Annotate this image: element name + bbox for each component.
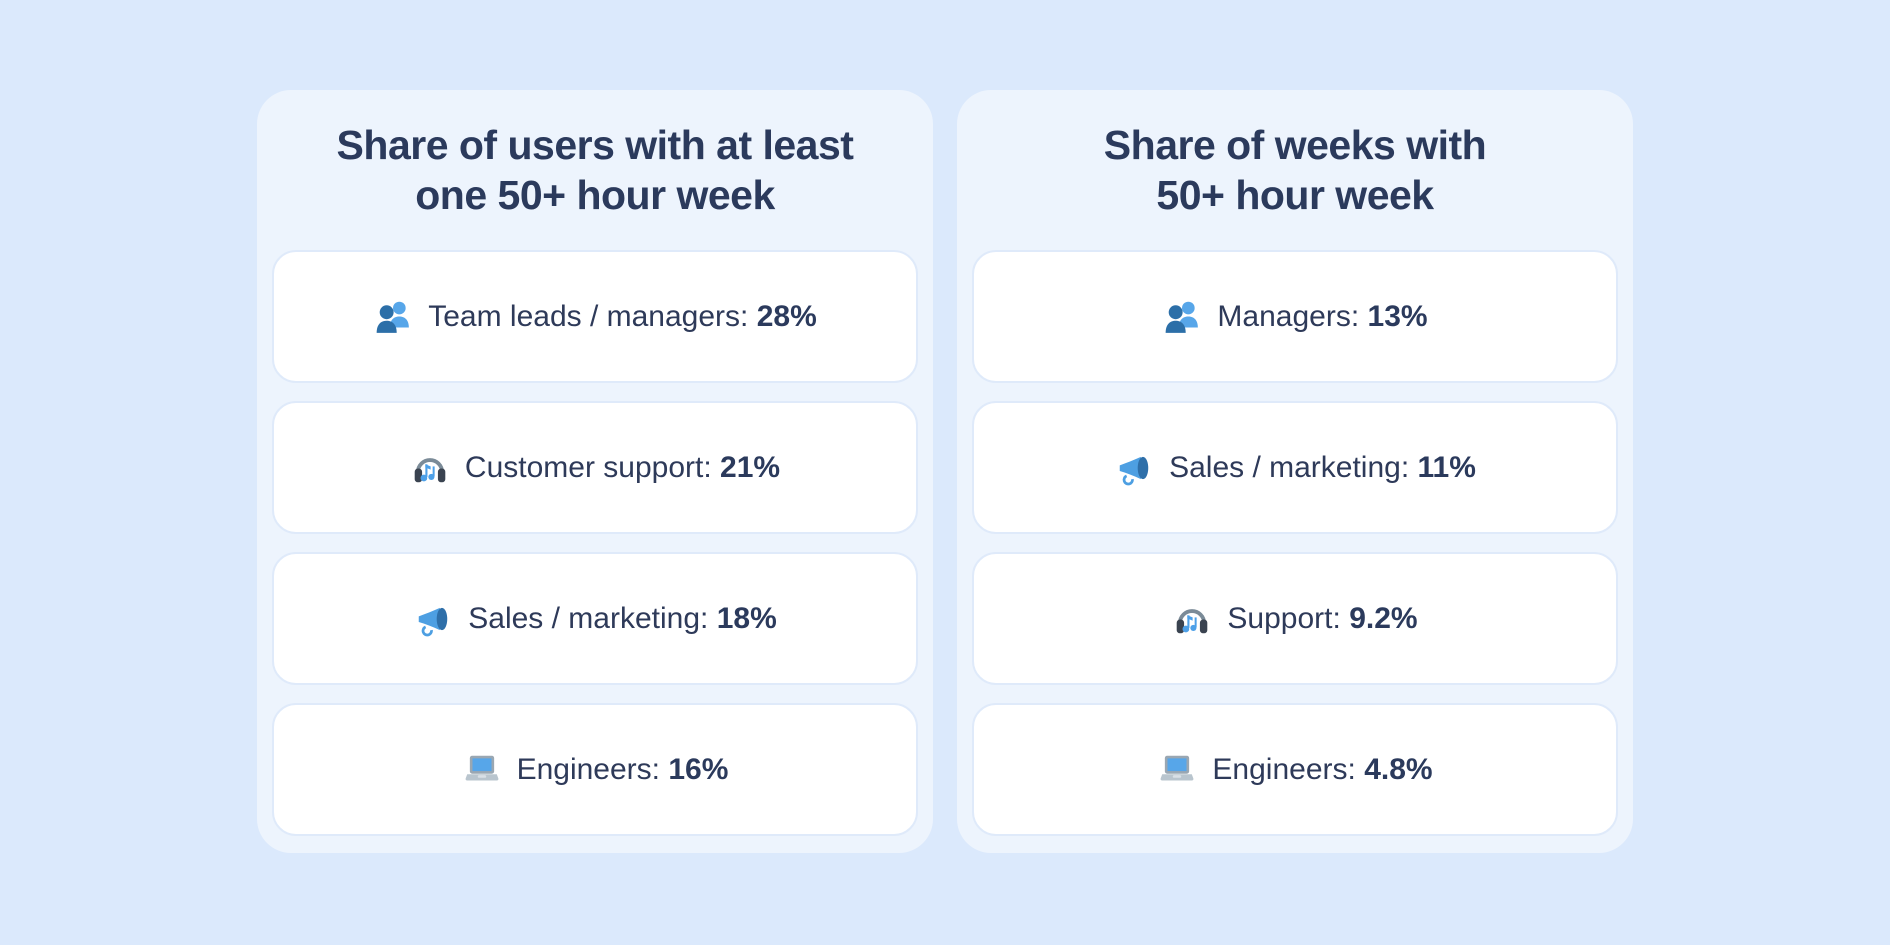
panel-title-line: Share of users with at least <box>336 121 854 168</box>
stat-label: Managers: <box>1217 299 1360 333</box>
stat-card: Managers: 13% <box>972 250 1618 383</box>
stat-value: 16% <box>668 752 729 786</box>
stat-value: 28% <box>756 299 817 333</box>
laptop-icon <box>1157 750 1197 790</box>
panel-title: Share of users with at least one 50+ hou… <box>272 90 918 250</box>
megaphone-icon <box>413 599 453 639</box>
stat-text: Support: 9.2% <box>1227 602 1417 636</box>
panel-share-of-users: Share of users with at least one 50+ hou… <box>257 90 933 853</box>
stat-card-list: Managers: 13% Sales / marketing: 11% Sup… <box>972 250 1618 836</box>
stat-value: 18% <box>716 601 777 635</box>
stat-label: Team leads / managers: <box>428 299 749 333</box>
busts-in-silhouette-icon <box>373 297 413 337</box>
stat-text: Sales / marketing: 11% <box>1169 451 1476 485</box>
stat-card: Customer support: 21% <box>272 401 918 534</box>
stat-value: 11% <box>1417 450 1476 484</box>
stat-label: Sales / marketing: <box>1169 450 1410 484</box>
stat-card: Engineers: 4.8% <box>972 703 1618 836</box>
stat-text: Engineers: 4.8% <box>1212 753 1432 787</box>
panel-title-line: one 50+ hour week <box>415 172 775 218</box>
stat-text: Customer support: 21% <box>465 451 780 485</box>
stat-label: Customer support: <box>464 450 712 484</box>
stat-card: Sales / marketing: 18% <box>272 552 918 685</box>
panel-title-line: Share of weeks with <box>1103 121 1487 168</box>
stat-label: Sales / marketing: <box>468 601 709 635</box>
laptop-icon <box>462 750 502 790</box>
headphones-icon <box>1172 599 1212 639</box>
stat-card-list: Team leads / managers: 28% Customer supp… <box>272 250 918 836</box>
stat-value: 13% <box>1367 299 1428 333</box>
stat-text: Managers: 13% <box>1217 300 1427 334</box>
panel-share-of-weeks: Share of weeks with 50+ hour week Manage… <box>957 90 1633 853</box>
stat-value: 9.2% <box>1349 601 1418 635</box>
stat-label: Support: <box>1227 601 1341 635</box>
stat-card: Engineers: 16% <box>272 703 918 836</box>
busts-in-silhouette-icon <box>1162 297 1202 337</box>
stat-label: Engineers: <box>1212 752 1356 786</box>
stat-card: Support: 9.2% <box>972 552 1618 685</box>
stat-text: Team leads / managers: 28% <box>428 300 817 334</box>
panel-title: Share of weeks with 50+ hour week <box>972 90 1618 250</box>
stat-text: Sales / marketing: 18% <box>468 602 777 636</box>
megaphone-icon <box>1114 448 1154 488</box>
stat-value: 21% <box>720 450 781 484</box>
stat-value: 4.8% <box>1364 752 1433 786</box>
stat-label: Engineers: <box>516 752 661 786</box>
stat-card: Team leads / managers: 28% <box>272 250 918 383</box>
headphones-icon <box>410 448 450 488</box>
stat-text: Engineers: 16% <box>517 753 729 787</box>
stat-card: Sales / marketing: 11% <box>972 401 1618 534</box>
panel-title-line: 50+ hour week <box>1156 172 1434 218</box>
